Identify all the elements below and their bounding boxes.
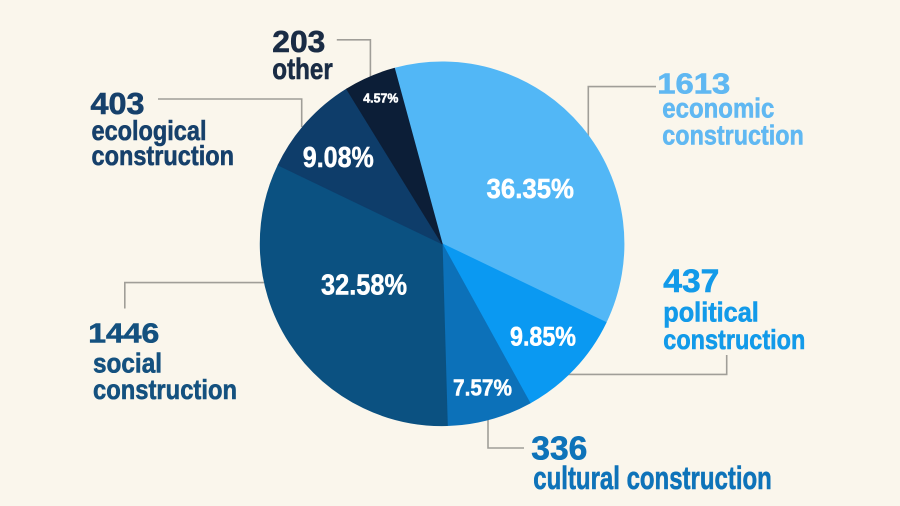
- svg-text:social: social: [93, 347, 162, 378]
- svg-text:economic: economic: [662, 93, 774, 124]
- svg-text:7.57%: 7.57%: [453, 375, 512, 401]
- svg-text:9.08%: 9.08%: [303, 142, 374, 174]
- svg-text:construction: construction: [93, 374, 237, 405]
- svg-text:construction: construction: [662, 119, 804, 150]
- svg-text:403: 403: [91, 87, 145, 121]
- svg-text:9.85%: 9.85%: [510, 321, 576, 351]
- svg-text:construction: construction: [663, 324, 805, 355]
- svg-text:ecological: ecological: [92, 115, 207, 146]
- svg-text:political: political: [663, 296, 759, 327]
- svg-text:1613: 1613: [657, 68, 730, 100]
- svg-text:cultural construction: cultural construction: [533, 460, 772, 496]
- svg-text:203: 203: [272, 25, 325, 59]
- svg-text:32.58%: 32.58%: [321, 269, 407, 301]
- svg-text:other: other: [272, 53, 333, 86]
- svg-text:336: 336: [531, 429, 587, 466]
- svg-text:construction: construction: [92, 140, 235, 171]
- svg-text:36.35%: 36.35%: [487, 173, 575, 204]
- svg-text:4.57%: 4.57%: [363, 91, 398, 105]
- svg-text:437: 437: [663, 263, 719, 299]
- svg-text:1446: 1446: [88, 318, 159, 349]
